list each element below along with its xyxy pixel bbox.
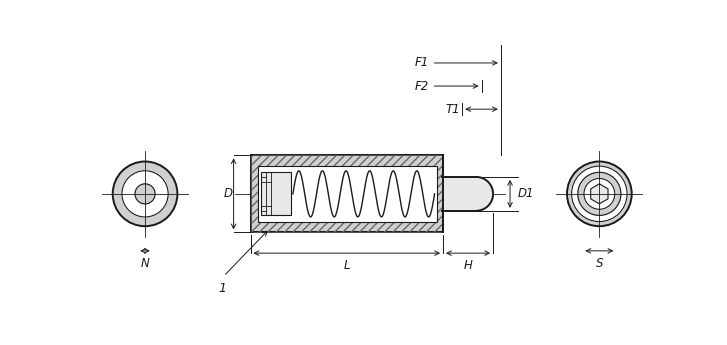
Bar: [441, 177, 476, 211]
Circle shape: [135, 184, 155, 204]
Text: L: L: [344, 259, 350, 272]
Bar: [251, 155, 443, 233]
Bar: [261, 172, 291, 215]
Text: H: H: [464, 259, 473, 272]
Text: D1: D1: [518, 187, 534, 200]
Bar: [251, 155, 443, 233]
Circle shape: [578, 172, 621, 215]
Circle shape: [584, 178, 615, 209]
Text: T1: T1: [446, 103, 460, 116]
Text: F1: F1: [415, 57, 429, 69]
Circle shape: [113, 161, 177, 226]
Text: F2: F2: [415, 80, 429, 92]
Polygon shape: [476, 177, 493, 211]
Text: 1: 1: [218, 283, 226, 295]
Circle shape: [571, 166, 627, 221]
Text: N: N: [141, 257, 150, 270]
Circle shape: [122, 171, 168, 217]
Text: D: D: [224, 187, 233, 200]
Text: S: S: [595, 257, 603, 270]
Bar: [258, 166, 437, 221]
Circle shape: [567, 161, 632, 226]
Polygon shape: [590, 184, 608, 204]
